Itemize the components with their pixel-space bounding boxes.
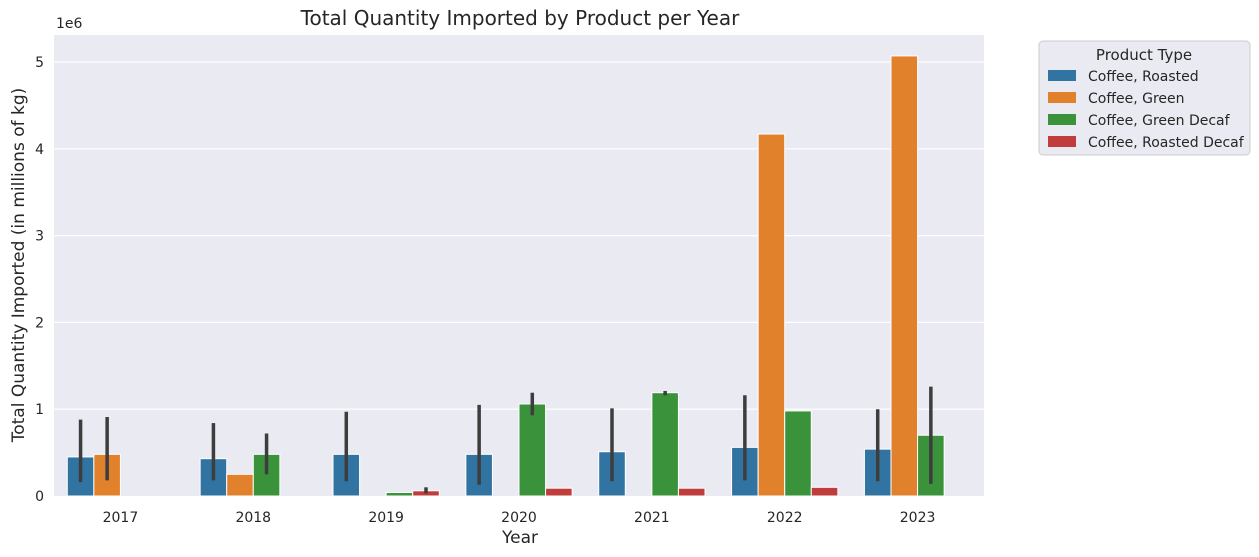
bar — [890, 55, 919, 497]
legend-swatch — [1048, 114, 1076, 125]
x-tick-label: 2022 — [767, 510, 803, 526]
chart-title: Total Quantity Imported by Product per Y… — [300, 6, 740, 30]
y-tick-label: 4 — [35, 142, 44, 158]
y-tick-label: 0 — [35, 489, 44, 505]
y-tick-label: 5 — [35, 55, 44, 71]
bar — [385, 492, 414, 497]
y-axis-title: Total Quantity Imported (in millions of … — [9, 88, 29, 444]
gridlines — [54, 61, 984, 410]
x-axis-title: Year — [501, 528, 538, 548]
legend-box — [1038, 40, 1251, 156]
legend-label: Coffee, Roasted — [1088, 69, 1199, 85]
x-tick-labels: 2017 2018 2019 2020 2021 2022 2023 — [103, 510, 936, 526]
legend-label: Coffee, Roasted Decaf — [1088, 135, 1245, 151]
bar — [651, 392, 679, 497]
legend-title: Product Type — [1096, 46, 1192, 64]
legend-swatch — [1048, 136, 1076, 147]
bar — [677, 487, 706, 497]
legend-label: Coffee, Green Decaf — [1088, 113, 1231, 129]
bar — [757, 133, 786, 497]
y-tick-label: 3 — [35, 229, 44, 245]
x-tick-label: 2023 — [900, 510, 936, 526]
bar — [226, 473, 254, 497]
legend-items: Coffee, Roasted Coffee, Green Coffee, Gree… — [1048, 69, 1245, 151]
y-tick-labels: 0 1 2 3 4 5 — [35, 55, 44, 505]
x-tick-label: 2019 — [368, 510, 404, 526]
x-tick-label: 2018 — [235, 510, 271, 526]
bar — [784, 410, 812, 497]
legend-swatch — [1048, 92, 1076, 103]
legend-label: Coffee, Green — [1088, 91, 1185, 107]
x-tick-label: 2020 — [501, 510, 537, 526]
bar — [518, 403, 547, 497]
bar — [545, 487, 573, 497]
legend-swatch — [1048, 70, 1076, 81]
y-tick-label: 2 — [35, 315, 44, 331]
x-tick-label: 2017 — [103, 510, 139, 526]
legend: Product Type Coffee, Roasted Coffee, Gree… — [1038, 40, 1251, 156]
error-bars — [78, 386, 933, 494]
bar — [810, 486, 839, 497]
y-offset-label: 1e6 — [56, 16, 83, 32]
y-tick-label: 1 — [35, 402, 44, 418]
x-tick-label: 2021 — [634, 510, 670, 526]
